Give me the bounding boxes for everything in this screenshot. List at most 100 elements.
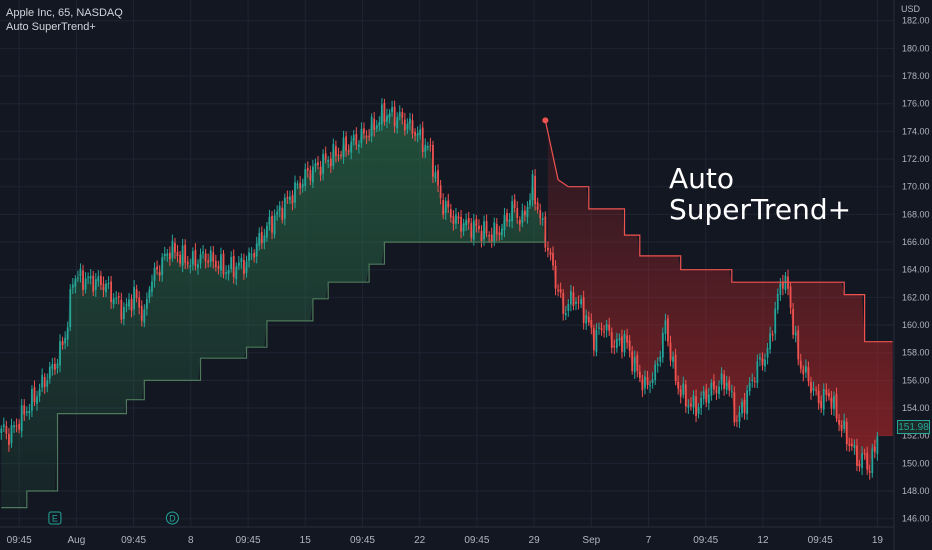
candle-body	[248, 252, 250, 261]
candle-body	[856, 445, 858, 466]
candle-body	[853, 445, 856, 448]
y-tick-label: 180.00	[902, 43, 930, 53]
candle-body	[605, 324, 608, 331]
candle-body	[273, 215, 276, 235]
candle-body	[306, 167, 309, 171]
candle-body	[337, 154, 340, 156]
candle-body	[82, 270, 84, 290]
candle-body	[664, 320, 667, 334]
svg-text:E: E	[52, 514, 58, 524]
y-tick-label: 168.00	[902, 209, 930, 219]
candle-body	[61, 340, 64, 346]
candle-body	[776, 293, 779, 310]
candle-body	[342, 137, 345, 158]
time-axis[interactable]: 09:45 Aug 09:45 8 09:45 15 09:45 22 09:45 29 Sep 7 0…	[7, 535, 884, 546]
candle-body	[36, 396, 38, 404]
candle-body	[845, 421, 848, 445]
candle-body	[590, 320, 593, 328]
event-marker-d[interactable]: D	[165, 511, 179, 525]
candle-body	[365, 135, 368, 138]
candle-body	[327, 159, 330, 162]
candle-body	[8, 433, 10, 445]
candle-body	[679, 389, 682, 397]
candle-body	[850, 443, 853, 447]
price-axis[interactable]: 146.00 148.00 150.00 152.00 154.00 156.00 158.…	[902, 16, 930, 524]
supertrend-lines	[1, 117, 893, 509]
candle-body	[480, 230, 483, 242]
candle-body	[357, 144, 360, 147]
candle-body	[391, 107, 393, 113]
candle-body	[352, 134, 355, 141]
candle-body	[380, 104, 383, 125]
candle-body	[33, 387, 36, 403]
candle-body	[534, 176, 537, 205]
candle-body	[191, 251, 194, 265]
candle-body	[598, 327, 600, 329]
candle-body	[562, 292, 565, 314]
candle-body	[135, 288, 138, 299]
candle-body	[92, 275, 95, 292]
candle-body	[843, 420, 846, 429]
candle-body	[227, 270, 230, 275]
candle-body	[840, 425, 843, 431]
overlay-title-line2: SuperTrend+	[669, 193, 852, 226]
y-tick-label: 154.00	[902, 403, 930, 413]
candle-body	[258, 233, 261, 246]
candle-body	[334, 146, 337, 156]
candle-body	[569, 290, 572, 305]
candle-body	[23, 405, 26, 415]
candle-body	[181, 245, 184, 266]
candle-body	[554, 265, 557, 289]
candle-body	[488, 235, 491, 237]
candle-body	[396, 117, 399, 128]
x-tick-label: 7	[646, 535, 652, 546]
y-tick-label: 182.00	[902, 16, 930, 26]
candle-body	[437, 170, 439, 186]
y-tick-label: 166.00	[902, 237, 930, 247]
symbol-title[interactable]: Apple Inc, 65, NASDAQ	[6, 7, 123, 19]
candle-body	[145, 299, 148, 309]
candle-body	[713, 380, 715, 390]
candle-body	[20, 405, 23, 432]
candle-body	[209, 250, 212, 262]
event-marker-e[interactable]: E	[48, 511, 62, 525]
candle-body	[506, 212, 508, 222]
candle-body	[235, 266, 238, 280]
candle-body	[324, 153, 327, 160]
candle-body	[393, 106, 396, 127]
candles	[0, 98, 879, 480]
candle-body	[702, 391, 705, 400]
candle-body	[580, 299, 582, 305]
candle-body	[654, 364, 657, 381]
candle-body	[656, 363, 659, 366]
candle-body	[140, 306, 143, 321]
candle-body	[682, 383, 685, 395]
candle-body	[794, 332, 797, 336]
candle-body	[585, 315, 588, 324]
candle-body	[255, 243, 258, 257]
candle-body	[631, 351, 634, 372]
candle-body	[115, 297, 118, 299]
candle-body	[54, 363, 56, 370]
candle-body	[557, 289, 560, 292]
candle-body	[245, 261, 248, 273]
indicator-title[interactable]: Auto SuperTrend+	[6, 21, 96, 33]
candle-body	[659, 356, 662, 362]
candle-body	[260, 231, 263, 244]
candle-body	[687, 405, 690, 408]
candle-body	[89, 275, 92, 279]
candle-body	[633, 357, 636, 373]
candle-body	[276, 211, 279, 215]
candle-body	[156, 266, 158, 270]
candle-body	[143, 309, 146, 323]
candle-body	[577, 302, 580, 304]
candle-body	[212, 252, 215, 262]
candle-body	[513, 199, 516, 208]
candle-body	[544, 216, 547, 248]
candle-body	[314, 163, 317, 166]
candle-body	[820, 400, 823, 409]
candle-body	[304, 169, 307, 187]
candle-body	[636, 355, 639, 371]
